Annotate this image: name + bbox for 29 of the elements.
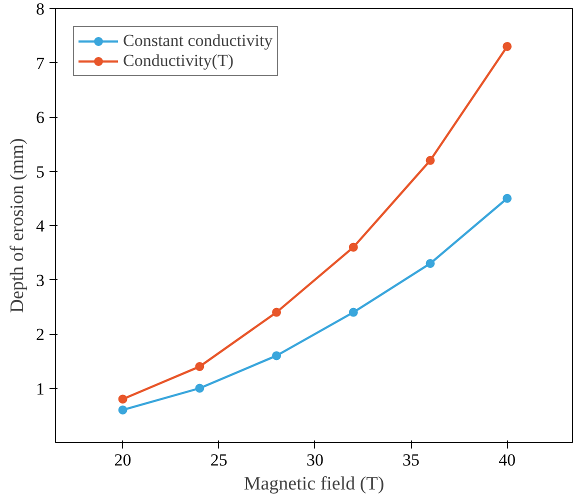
point — [272, 351, 282, 360]
point — [118, 394, 128, 404]
point — [426, 156, 435, 165]
point — [118, 405, 128, 414]
legend-label: Constant conductivity — [123, 31, 273, 51]
x-tick-label: 35 — [402, 450, 420, 470]
y-axis-title: Depth of erosion (mm) — [7, 138, 28, 313]
point — [348, 308, 358, 317]
y-tick-label: 5 — [36, 162, 44, 182]
point — [272, 308, 282, 317]
legend-label: Conductivity(T) — [123, 51, 234, 71]
y-tick-label: 8 — [36, 0, 44, 18]
point — [502, 42, 512, 51]
point — [195, 362, 204, 372]
point — [502, 194, 512, 203]
y-tick-label: 1 — [36, 379, 44, 398]
point — [195, 384, 204, 393]
y-tick-label: 7 — [36, 54, 45, 73]
x-tick-label: 25 — [210, 450, 228, 470]
point — [426, 258, 435, 268]
x-tick-label: 30 — [306, 450, 324, 470]
y-tick-label: 2 — [36, 325, 44, 344]
point — [348, 242, 358, 252]
y-tick-label: 6 — [36, 108, 44, 127]
y-tick-label: 3 — [36, 270, 44, 290]
y-tick-label: 4 — [36, 216, 45, 236]
x-axis-title: Magnetic field (T) — [244, 474, 384, 494]
x-tick-label: 20 — [114, 450, 132, 470]
x-tick-label: 40 — [498, 450, 516, 470]
